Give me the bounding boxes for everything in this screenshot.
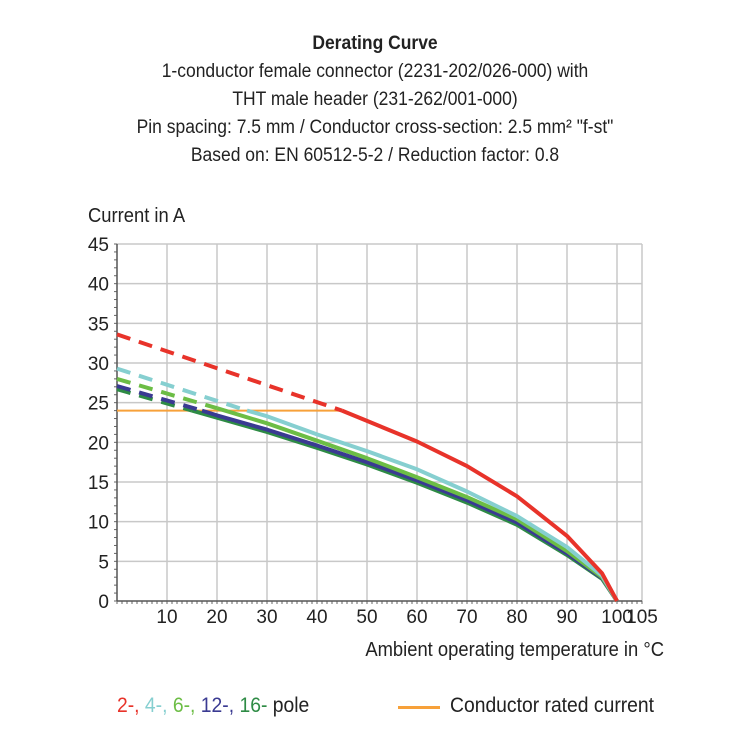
y-tick-label: 10 [88,513,109,534]
subtitle-line: Based on: EN 60512-5-2 / Reduction facto… [190,145,560,166]
legend-6-pole: 6-, [172,694,196,717]
x-tick-label: 80 [506,607,527,628]
x-tick-label: 60 [406,607,427,628]
series-16-pole-dashed [116,387,193,413]
y-tick-label: 30 [88,354,109,375]
subtitle-line: Pin spacing: 7.5 mm / Conductor cross-se… [136,117,614,138]
series-2-pole-dashed [116,332,343,413]
y-tick-label: 45 [88,235,109,256]
y-tick-label: 20 [88,433,109,454]
legend-4-pole: 4-, [144,694,168,717]
x-tick-label: 70 [456,607,477,628]
x-tick-label: 10 [156,607,177,628]
x-tick-label: 105 [626,607,658,628]
x-tick-label: 30 [256,607,277,628]
y-tick-label: 15 [88,473,109,494]
y-tick-label: 35 [88,314,109,335]
series-6-pole-dashed [116,376,218,411]
x-tick-label: 40 [306,607,327,628]
subtitle-line: 1-conductor female connector (2231-202/0… [161,61,589,82]
chart-title: Derating Curve [312,33,438,54]
y-tick-label: 25 [88,394,109,415]
x-tick-label: 90 [556,607,577,628]
y-axis-label: Current in A [88,205,185,227]
chart-titles: Derating Curve 1-conductor female connec… [30,30,720,170]
series-4-pole-solid [246,408,619,603]
series-12-pole-dashed [116,384,203,413]
y-tick-label: 40 [88,275,109,296]
legend-poles: 2-, 4-, 6-, 12-, 16- pole [117,694,309,718]
y-tick-label: 5 [98,552,109,573]
series-16-pole-solid [191,408,619,603]
x-tick-label: 100 [601,607,633,628]
legend-2-pole: 2-, [117,694,140,717]
x-axis-label: Ambient operating temperature in °C [365,639,664,661]
series-4-pole-dashed [116,366,248,413]
legend-12-pole: 12-, [200,694,235,717]
series-6-pole-solid [216,406,619,603]
subtitle-line: THT male header (231-262/001-000) [232,89,518,110]
legend-pole-suffix: pole [272,694,310,717]
legend-16-pole: 16- [239,694,268,717]
legend-rated-label: Conductor rated current [450,694,655,717]
series-2-pole-solid [341,408,619,602]
x-tick-label: 50 [356,607,377,628]
y-tick-label: 0 [98,592,109,613]
x-tick-label: 20 [206,607,227,628]
legend-rated-swatch [398,706,440,709]
